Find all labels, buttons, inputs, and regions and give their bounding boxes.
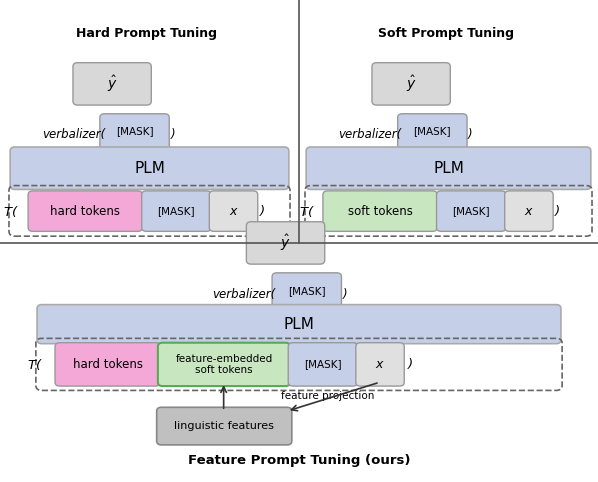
Text: Hard Prompt Tuning: Hard Prompt Tuning <box>76 27 217 40</box>
Text: $\hat{y}$: $\hat{y}$ <box>107 74 117 94</box>
Text: verbalizer(: verbalizer( <box>212 288 276 300</box>
FancyBboxPatch shape <box>209 191 258 231</box>
FancyBboxPatch shape <box>37 305 561 344</box>
Text: ): ) <box>468 129 473 141</box>
Text: $T$(: $T$( <box>27 357 42 372</box>
FancyBboxPatch shape <box>73 63 151 105</box>
FancyBboxPatch shape <box>246 222 325 264</box>
Text: ): ) <box>408 358 413 371</box>
FancyBboxPatch shape <box>306 147 591 189</box>
Text: PLM: PLM <box>433 161 464 176</box>
Text: $\hat{y}$: $\hat{y}$ <box>406 74 416 94</box>
Text: hard tokens: hard tokens <box>72 358 143 371</box>
Text: linguistic features: linguistic features <box>174 421 274 431</box>
FancyBboxPatch shape <box>356 343 404 386</box>
Text: ): ) <box>260 205 266 217</box>
FancyBboxPatch shape <box>28 191 142 231</box>
Text: $x$: $x$ <box>375 358 385 371</box>
FancyBboxPatch shape <box>157 407 292 445</box>
Text: $T$(: $T$( <box>3 203 19 219</box>
Text: [MASK]: [MASK] <box>304 360 341 369</box>
Text: [MASK]: [MASK] <box>158 206 195 216</box>
FancyBboxPatch shape <box>100 114 169 149</box>
Text: feature projection: feature projection <box>281 391 374 401</box>
Text: feature-embedded
soft tokens: feature-embedded soft tokens <box>175 354 273 375</box>
FancyBboxPatch shape <box>10 147 289 189</box>
Text: $\hat{y}$: $\hat{y}$ <box>280 233 291 253</box>
Text: $T$(: $T$( <box>299 203 315 219</box>
Text: $x$: $x$ <box>228 205 239 217</box>
FancyBboxPatch shape <box>398 114 467 149</box>
FancyBboxPatch shape <box>505 191 553 231</box>
Text: [MASK]: [MASK] <box>414 127 451 136</box>
Text: [MASK]: [MASK] <box>116 127 153 136</box>
Text: soft tokens: soft tokens <box>347 205 413 217</box>
FancyBboxPatch shape <box>158 343 290 386</box>
Text: ): ) <box>555 205 560 217</box>
Text: hard tokens: hard tokens <box>50 205 120 217</box>
Text: Feature Prompt Tuning (ours): Feature Prompt Tuning (ours) <box>188 454 410 467</box>
Text: Soft Prompt Tuning: Soft Prompt Tuning <box>377 27 514 40</box>
FancyBboxPatch shape <box>142 191 211 231</box>
Text: PLM: PLM <box>283 317 315 332</box>
FancyBboxPatch shape <box>288 343 358 386</box>
FancyBboxPatch shape <box>437 191 506 231</box>
Text: ): ) <box>343 288 347 300</box>
FancyBboxPatch shape <box>272 273 341 308</box>
FancyBboxPatch shape <box>372 63 450 105</box>
Text: verbalizer(: verbalizer( <box>42 129 105 141</box>
FancyBboxPatch shape <box>323 191 437 231</box>
Text: PLM: PLM <box>134 161 165 176</box>
Text: [MASK]: [MASK] <box>453 206 490 216</box>
Text: [MASK]: [MASK] <box>288 286 325 295</box>
Text: verbalizer(: verbalizer( <box>338 129 401 141</box>
FancyBboxPatch shape <box>55 343 160 386</box>
Text: ): ) <box>170 129 175 141</box>
Text: $x$: $x$ <box>524 205 534 217</box>
